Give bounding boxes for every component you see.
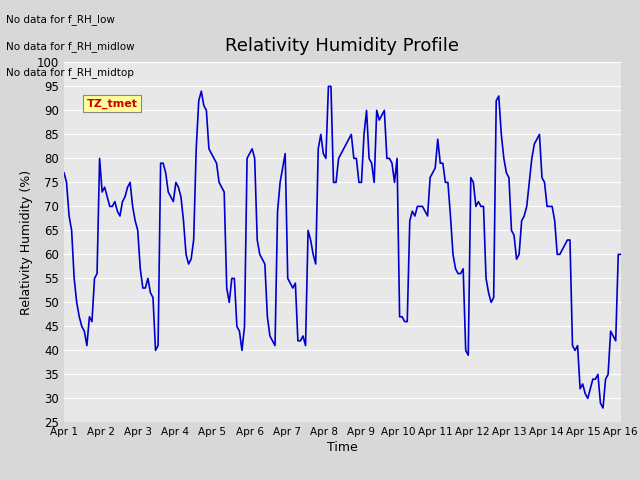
Text: TZ_tmet: TZ_tmet — [86, 98, 138, 108]
Text: No data for f_RH_low: No data for f_RH_low — [6, 14, 115, 25]
X-axis label: Time: Time — [327, 442, 358, 455]
Y-axis label: Relativity Humidity (%): Relativity Humidity (%) — [20, 170, 33, 315]
Text: No data for f_RH_midtop: No data for f_RH_midtop — [6, 67, 134, 78]
Text: No data for f_RH_midlow: No data for f_RH_midlow — [6, 41, 135, 52]
Title: Relativity Humidity Profile: Relativity Humidity Profile — [225, 37, 460, 55]
